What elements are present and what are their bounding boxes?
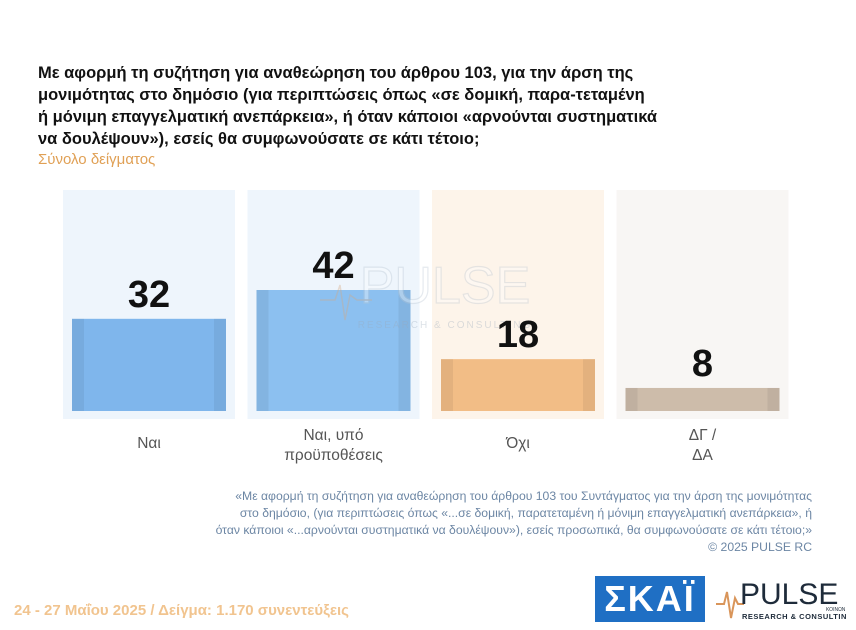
question-footnote: «Με αφορμή τη συζήτηση για αναθεώρηση το… <box>100 488 812 556</box>
bar-value-label: 32 <box>128 274 170 316</box>
bar-chart: PULSE RESEARCH & CONSULTING 32 42 18 8 Ναι Ν… <box>63 190 789 464</box>
bar <box>256 290 411 411</box>
pulse-logo-tag: ΚΟΙΝΩΝ <box>826 607 846 613</box>
category-label: ΔΑ <box>692 447 713 464</box>
bar-panel <box>616 190 789 419</box>
bar-value-label: 8 <box>692 343 713 385</box>
bar-edge-shade <box>441 359 453 411</box>
pulse-logo-subtext: RESEARCH & CONSULTING <box>742 612 846 621</box>
pulse-logo-wave <box>716 591 744 619</box>
chart-subtitle: Σύνολο δείγματος <box>38 151 156 168</box>
bar-value-label: 42 <box>312 245 354 287</box>
bar-edge-shade <box>767 387 780 411</box>
bar-edge-shade <box>72 318 84 411</box>
watermark-pulse-line <box>320 284 372 321</box>
skai-logo: ΣΚΑΪ <box>595 576 705 622</box>
bar <box>72 318 226 411</box>
survey-info: 24 - 27 Μαΐου 2025 / Δείγμα: 1.170 συνεν… <box>14 602 349 619</box>
bar-edge-shade <box>214 318 226 411</box>
footnote-copyright: © 2025 PULSE RC <box>708 540 812 554</box>
bar-edge-shade <box>256 290 269 411</box>
footnote-line: «Με αφορμή τη συζήτηση για αναθεώρηση το… <box>235 489 812 503</box>
bar <box>441 359 595 411</box>
bar-edge-shade <box>625 387 638 411</box>
category-label: Ναι <box>137 435 161 452</box>
chart-title: Με αφορμή τη συζήτηση για αναθεώρηση του… <box>38 64 658 148</box>
footnote-line: στο δημόσιο, (για περιπτώσεις όπως «...σ… <box>239 506 812 520</box>
category-label: Ναι, υπό <box>303 427 363 444</box>
bar <box>625 387 780 411</box>
pulse-logo-text: PULSE <box>740 578 838 611</box>
bar-value-label: 18 <box>497 314 539 356</box>
category-label: Όχι <box>505 435 530 452</box>
watermark-main: PULSE <box>360 257 531 315</box>
watermark-sub: RESEARCH & CONSULTING <box>358 320 533 331</box>
bar-edge-shade <box>583 359 595 411</box>
category-label: ΔΓ / <box>689 427 717 444</box>
footnote-line: όταν κάποιοι «...αρνούνται συστηματικά ν… <box>215 523 812 537</box>
bar-edge-shade <box>398 290 411 411</box>
category-label: προϋποθέσεις <box>284 447 383 464</box>
pulse-watermark: PULSE RESEARCH & CONSULTING <box>320 256 533 331</box>
pulse-logo: PULSE ΚΟΙΝΩΝ RESEARCH & CONSULTING <box>716 578 846 621</box>
